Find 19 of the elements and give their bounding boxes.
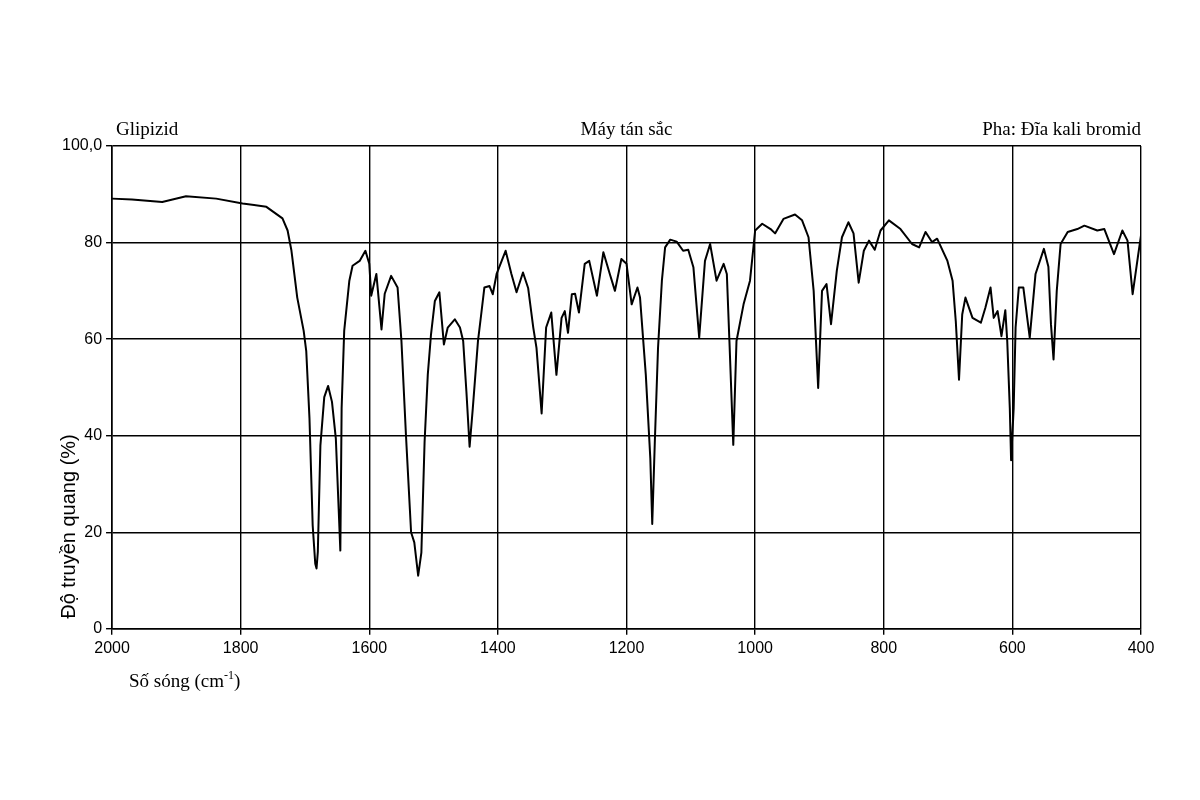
text: Pha: Đĩa kali bromid	[982, 118, 1142, 139]
chart-title: Glipizid	[116, 118, 179, 139]
y-axis-title: Độ truyền quang (%)	[57, 434, 80, 619]
text: Máy tán sắc	[580, 118, 673, 139]
y-tick-label: 40	[84, 426, 103, 444]
x-tick-label: 2000	[94, 638, 130, 656]
x-tick-label: 1600	[351, 638, 388, 656]
y-tick-label: 100,0	[61, 136, 103, 154]
y-tick-label: 80	[84, 232, 103, 250]
x-tick-label: 1200	[608, 638, 645, 656]
x-tick-label: 400	[1127, 638, 1155, 656]
x-tick-label: 1800	[222, 638, 259, 656]
y-tick-label: 0	[93, 619, 103, 637]
x-tick-label: 600	[999, 638, 1026, 656]
y-tick-label: 20	[84, 522, 103, 540]
x-tick-label: 1400	[480, 638, 516, 656]
x-tick-label: 1000	[737, 638, 774, 656]
x-tick-label: 800	[870, 638, 898, 656]
y-tick-label: 60	[84, 329, 103, 347]
